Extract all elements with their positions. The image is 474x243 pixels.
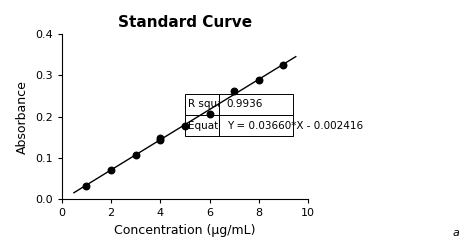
Point [156,136,164,140]
Title: Standard Curve: Standard Curve [118,15,252,30]
Point [255,78,263,82]
Point [132,153,139,156]
Point [181,124,189,128]
Text: a: a [453,228,460,238]
Point [230,89,238,93]
X-axis label: Concentration (μg/mL): Concentration (μg/mL) [114,224,255,237]
Point [206,112,213,116]
Point [107,168,115,172]
Point [156,138,164,142]
Y-axis label: Absorbance: Absorbance [16,80,29,154]
Point [82,184,90,188]
Point [280,63,287,67]
